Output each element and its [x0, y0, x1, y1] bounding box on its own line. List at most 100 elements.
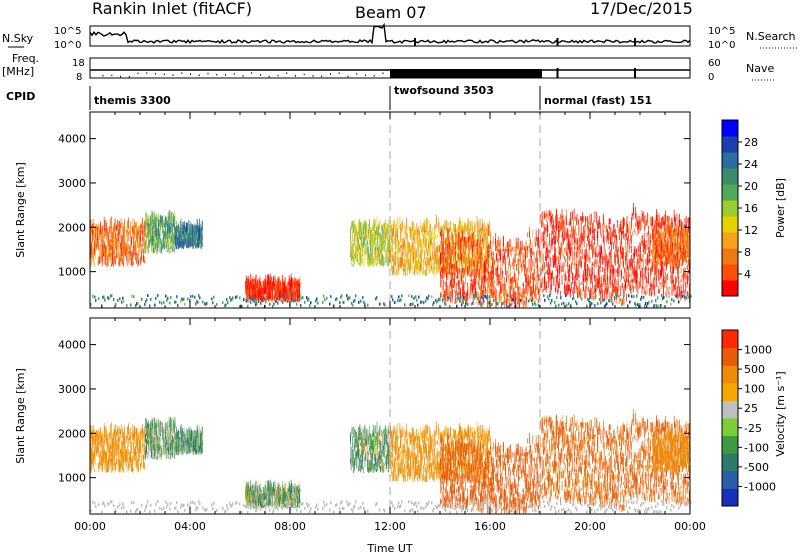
echo-cell — [352, 243, 353, 247]
echo-cell — [125, 242, 127, 255]
echo-cell — [91, 241, 92, 250]
echo-cell — [542, 265, 544, 270]
echo-cell — [260, 288, 261, 299]
echo-cell — [131, 253, 132, 266]
echo-cell — [459, 248, 461, 261]
echo-cell — [113, 233, 114, 244]
echo-cell — [465, 245, 466, 251]
echo-cell — [370, 254, 372, 267]
cpid-themis: themis 3300 — [94, 94, 171, 107]
echo-cell — [391, 265, 392, 271]
echo-cell — [530, 259, 532, 270]
echo-cell — [288, 291, 289, 302]
echo-cell — [423, 269, 425, 276]
echo-cell — [392, 266, 393, 276]
echo-cell — [452, 258, 454, 268]
echo-cell — [160, 239, 162, 246]
echo-cell — [396, 271, 397, 276]
echo-cell — [441, 285, 443, 297]
echo-cell — [383, 257, 385, 260]
echo-cell — [364, 235, 365, 245]
echo-cell — [168, 239, 169, 248]
echo-cell — [631, 279, 633, 283]
echo-cell — [193, 243, 194, 249]
echo-cell — [605, 278, 607, 286]
echo-cell — [119, 229, 121, 235]
echo-cell — [118, 223, 119, 229]
echo-cell — [564, 231, 566, 241]
echo-cell — [478, 275, 480, 284]
echo-cell — [266, 289, 267, 301]
echo-cell — [453, 239, 454, 249]
echo-cell — [531, 250, 532, 260]
echo-cell — [646, 278, 648, 283]
echo-cell — [166, 230, 167, 237]
echo-cell — [467, 286, 469, 296]
echo-cell — [112, 246, 113, 259]
echo-cell — [357, 239, 359, 245]
echo-cell — [462, 257, 463, 263]
echo-cell — [520, 293, 522, 297]
echo-cell — [371, 232, 373, 240]
echo-cell — [95, 234, 96, 244]
echo-cell — [455, 290, 457, 302]
echo-cell — [495, 295, 496, 305]
echo-cell — [520, 263, 522, 268]
nave-dot — [216, 74, 218, 76]
echo-cell — [154, 242, 156, 251]
echo-cell — [536, 293, 537, 301]
echo-cell — [356, 246, 358, 253]
echo-cell — [469, 222, 471, 229]
echo-cell — [382, 229, 384, 240]
echo-cell — [105, 255, 106, 265]
echo-cell — [156, 249, 157, 254]
echo-cell — [470, 257, 471, 265]
echo-cell — [440, 243, 442, 250]
echo-cell — [421, 246, 423, 259]
echo-cell — [475, 285, 476, 290]
echo-cell — [172, 229, 173, 240]
echo-cell — [488, 254, 489, 259]
echo-cell — [460, 287, 462, 299]
echo-cell — [513, 257, 514, 269]
echo-cell — [597, 253, 598, 258]
echo-cell — [544, 224, 546, 234]
echo-cell — [146, 237, 147, 249]
echo-cell — [600, 222, 602, 235]
echo-cell — [538, 289, 540, 298]
echo-cell — [368, 227, 370, 231]
echo-cell — [637, 253, 638, 260]
echo-cell — [480, 251, 482, 262]
echo-cell — [106, 247, 108, 252]
echo-cell — [511, 276, 513, 286]
echo-cell — [199, 218, 200, 231]
echo-cell — [477, 280, 479, 289]
echo-cell — [415, 256, 417, 264]
echo-cell — [128, 255, 129, 265]
echo-cell — [262, 297, 263, 302]
echo-cell — [419, 263, 421, 274]
echo-cell — [462, 235, 464, 239]
echo-cell — [356, 231, 357, 235]
echo-cell — [415, 250, 417, 262]
echo-cell — [95, 255, 97, 260]
echo-cell — [427, 258, 428, 262]
echo-cell — [291, 283, 293, 290]
echo-cell — [185, 222, 187, 235]
echo-cell — [443, 237, 444, 247]
echo-cell — [271, 281, 273, 289]
echo-cell — [102, 231, 104, 237]
echo-cell — [274, 283, 275, 287]
echo-cell — [455, 235, 457, 239]
echo-cell — [506, 270, 508, 275]
echo-cell — [624, 267, 626, 279]
echo-cell — [246, 284, 248, 296]
echo-cell — [135, 222, 137, 228]
echo-cell — [384, 244, 385, 252]
echo-cell — [445, 249, 447, 256]
echo-cell — [169, 235, 171, 239]
echo-cell — [640, 251, 642, 261]
echo-cell — [373, 232, 374, 238]
echo-cell — [424, 260, 426, 267]
echo-cell — [448, 262, 450, 274]
